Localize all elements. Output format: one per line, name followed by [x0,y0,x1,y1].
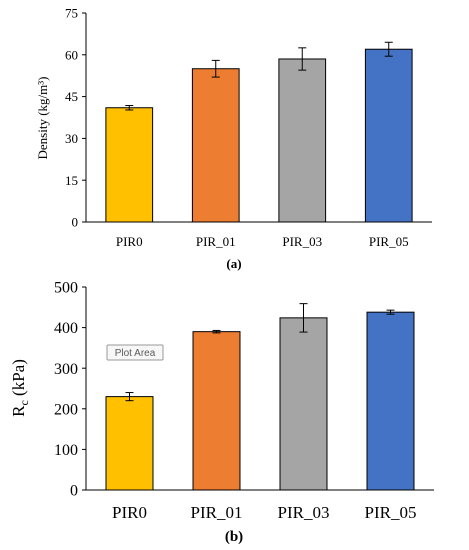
y-tick-label: 0 [72,215,79,230]
x-tick-labels: PIR0 PIR_01 PIR_03 PIR_05 [112,503,416,522]
x-tick-label: PIR_01 [196,234,236,249]
bar-pir-05 [366,311,415,491]
y-tick-labels: 0 100 200 300 400 500 [54,280,86,500]
y-axis-label-unit: (kPa) [9,359,28,400]
tooltip-box [106,344,164,361]
caption-b: (b) [225,529,243,545]
x-tick-labels: PIR0 PIR_01 PIR_03 PIR_05 [116,234,409,249]
bar-pir-01 [192,331,241,491]
bar-pir-03 [279,317,328,491]
x-tick-label: PIR_05 [369,234,409,249]
y-tick-label: 30 [65,131,78,146]
bar-pir-05 [364,48,413,223]
y-tick-label: 15 [65,173,78,188]
y-tick-labels: 0 15 30 45 60 75 [65,6,86,230]
y-tick-label: 200 [54,401,78,418]
x-tick-label: PIR_05 [365,503,417,522]
y-axis-label-sub: c [17,400,31,405]
y-tick-label: 300 [54,361,78,378]
x-tick-label: PIR_03 [282,234,322,249]
y-tick-label: 45 [65,89,78,104]
chart-compressive-strength: Rc (kPa) 0 100 200 300 400 500 PIR0 PIR_01 PIR_… [9,280,434,545]
bars [105,303,415,491]
x-tick-label: PIR0 [116,234,143,249]
bar-pir-01 [191,68,240,223]
bars [105,41,413,223]
x-tick-label: PIR_01 [191,503,243,522]
plot-area-tooltip: Plot Area [106,344,164,361]
y-tick-label: 500 [54,280,78,297]
bar-pir-03 [278,58,327,223]
tooltip-text: Plot Area [115,348,156,359]
y-tick-label: 400 [54,320,78,337]
y-axis-label-rc: Rc (kPa) [9,359,31,417]
x-tick-label: PIR_03 [278,503,330,522]
bar-pir0 [105,107,154,223]
y-tick-label: 60 [65,47,78,62]
bar-pir0 [105,396,154,491]
caption-a: (a) [226,256,241,271]
y-axis-label-main: R [9,405,28,417]
x-tick-label: PIR0 [112,503,147,522]
y-tick-label: 100 [54,442,78,459]
y-tick-label: 75 [65,6,78,21]
y-tick-label: 0 [70,483,78,500]
y-axis-label-density: Density (kg/m³) [35,77,50,160]
